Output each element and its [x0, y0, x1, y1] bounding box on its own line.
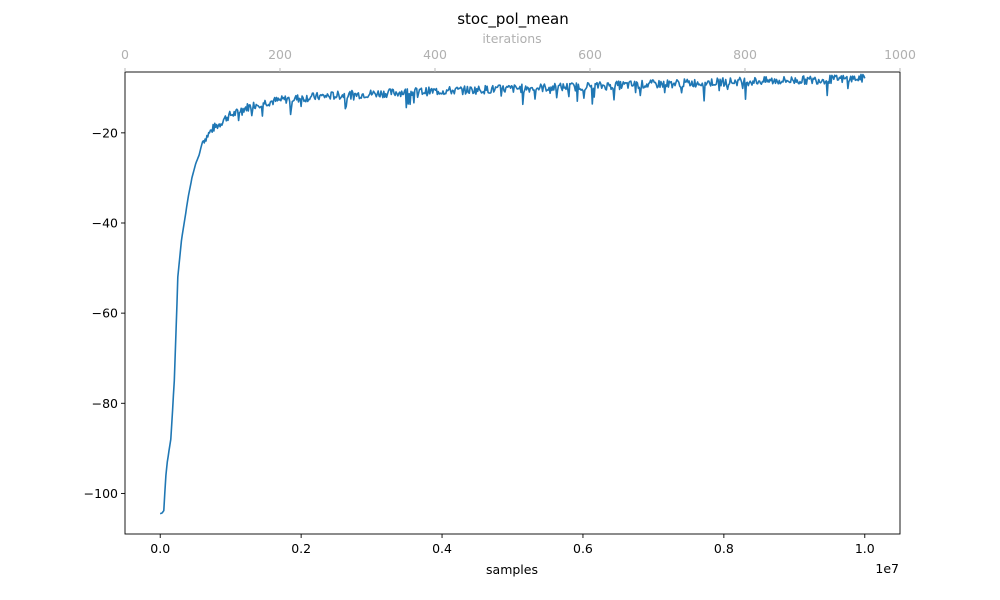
- x-tick-label: 0.0: [150, 541, 170, 556]
- x-tick-label: 0.6: [573, 541, 593, 556]
- x-offset-label: 1e7: [875, 561, 899, 576]
- plot-area: 0.0 0.2 0.4 0.6 0.8 1.0 −100 −80 −60 −40 −20 0 200 40…: [84, 47, 916, 556]
- top-tick-label: 200: [268, 47, 292, 62]
- y-tick-label: −40: [92, 215, 118, 230]
- top-tick-label: 400: [423, 47, 447, 62]
- x-tick-label: 0.2: [291, 541, 311, 556]
- x-tick-label: 0.8: [714, 541, 734, 556]
- top-axis-label: iterations: [482, 31, 541, 46]
- top-tick-label: 1000: [884, 47, 916, 62]
- top-tick-label: 0: [121, 47, 129, 62]
- series-line-0: [159, 73, 866, 515]
- x-tick-label: 1.0: [855, 541, 875, 556]
- y-tick-label: −60: [92, 306, 118, 321]
- y-tick-label: −80: [92, 396, 118, 411]
- plot-frame: [124, 71, 901, 535]
- y-tick-label: −100: [84, 486, 118, 501]
- top-tick-label: 800: [733, 47, 757, 62]
- x-axis-label: samples: [486, 562, 538, 577]
- x-tick-label: 0.4: [432, 541, 452, 556]
- y-tick-label: −20: [92, 125, 118, 140]
- chart-title: stoc_pol_mean: [457, 10, 569, 29]
- top-tick-label: 600: [578, 47, 602, 62]
